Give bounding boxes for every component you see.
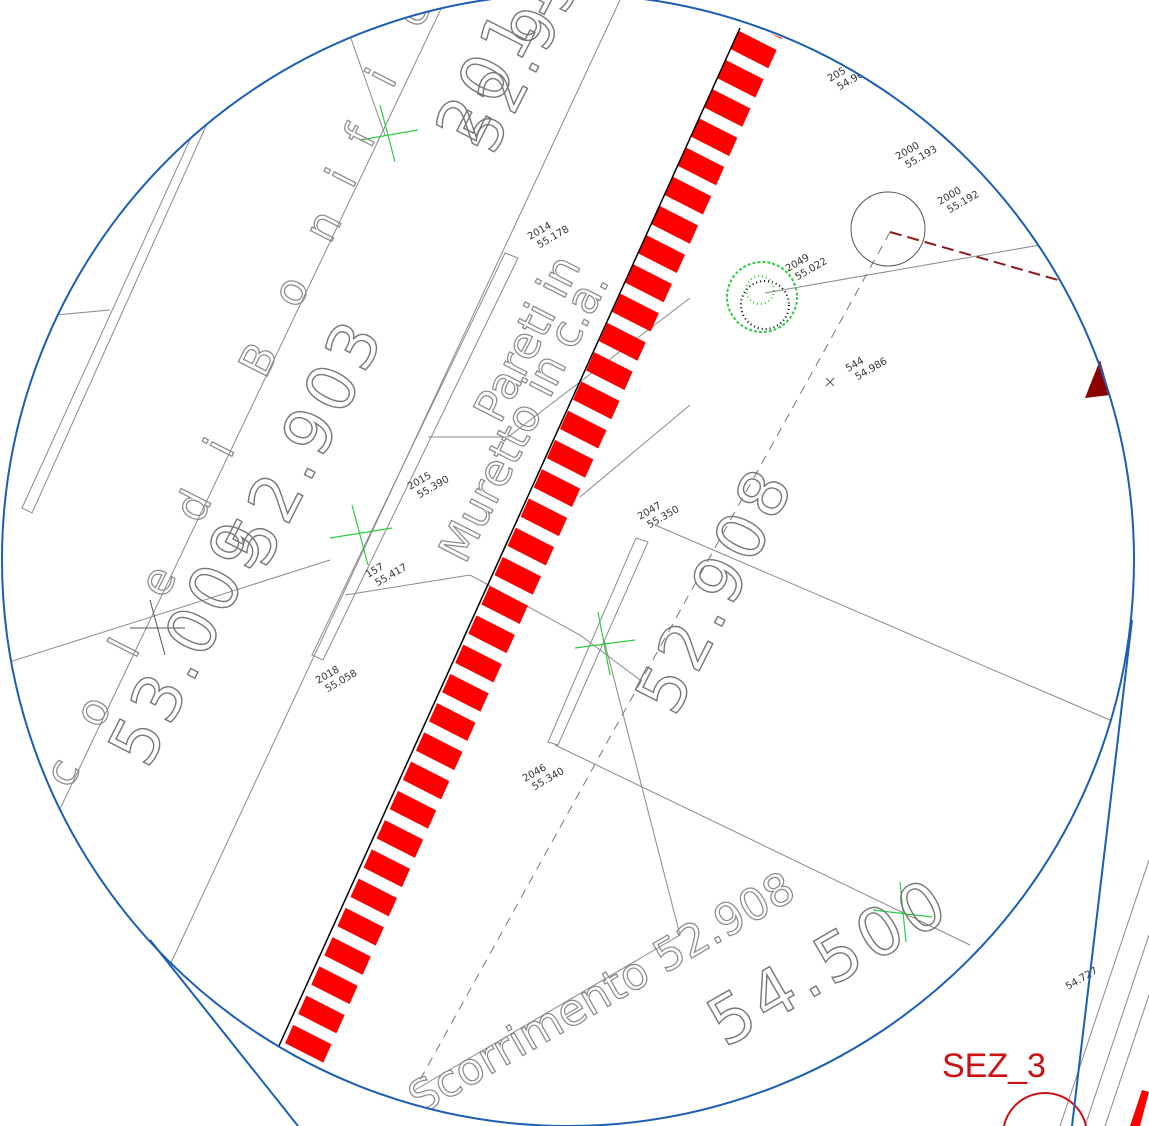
svg-text:o: o — [64, 688, 122, 735]
svg-text:i: i — [356, 61, 407, 95]
survey-cross — [575, 612, 635, 675]
section-arrow — [1130, 1090, 1149, 1126]
svg-text:n: n — [294, 202, 352, 250]
svg-text:54.727: 54.727 — [1064, 966, 1100, 993]
slab-outline — [22, 122, 206, 513]
svg-text:B: B — [229, 335, 288, 385]
viewport-tangent — [150, 940, 298, 1126]
svg-text:i: i — [316, 161, 367, 195]
section-label: SEZ_3 — [942, 1047, 1046, 1085]
svg-text:f: f — [334, 117, 387, 155]
point-marker — [826, 378, 834, 386]
section-triangle — [1085, 360, 1110, 398]
tree-symbol — [727, 262, 797, 332]
outer-lines — [1060, 860, 1149, 1126]
svg-text:c: c — [384, 0, 440, 35]
manhole-circle — [851, 192, 925, 266]
svg-text:52.908: 52.908 — [621, 452, 811, 725]
dashed-red-line — [890, 232, 1065, 282]
slab-outline — [548, 538, 648, 745]
svg-text:o: o — [262, 268, 320, 315]
boundary-line — [0, 310, 110, 320]
survey-point-label: 54.727 — [1064, 966, 1100, 993]
viewport-tangent — [1072, 620, 1132, 1126]
elevation-label: 52.908 — [621, 452, 811, 725]
